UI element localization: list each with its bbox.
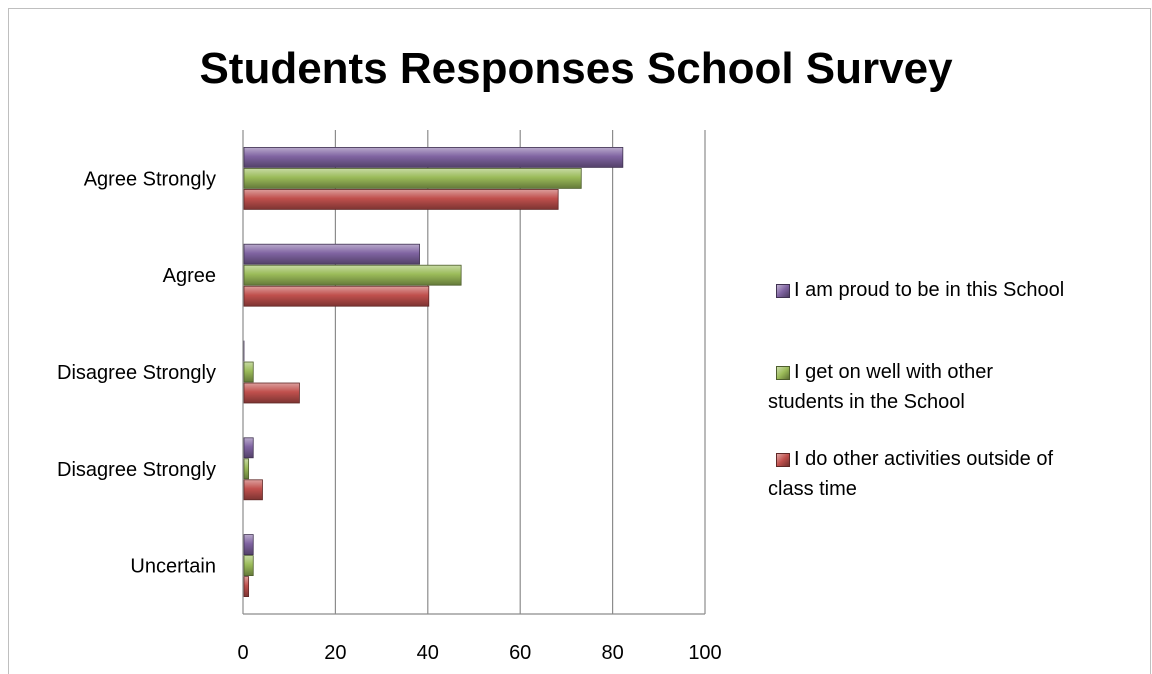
chart-frame	[8, 8, 1151, 674]
bar	[243, 361, 254, 383]
x-tick-label: 0	[237, 642, 248, 664]
legend-label-line: class time	[768, 478, 857, 500]
bar	[243, 555, 254, 576]
x-tick-label: 40	[417, 642, 439, 664]
x-tick-label: 20	[324, 642, 346, 664]
legend-label-line: I do other activities outside of	[794, 448, 1054, 470]
y-tick-label: Uncertain	[130, 556, 216, 578]
bar	[243, 437, 254, 459]
legend-label: I am proud to be in this School	[794, 279, 1065, 301]
legend-label-line: students in the School	[768, 391, 965, 413]
legend-swatch	[776, 453, 790, 467]
bar	[243, 167, 582, 189]
bar	[243, 146, 624, 168]
bar	[243, 264, 462, 286]
bar	[243, 243, 420, 265]
legend-swatch	[776, 284, 790, 298]
bar	[243, 382, 300, 404]
legend-label-line: I get on well with other	[794, 361, 993, 383]
bar	[243, 479, 263, 501]
y-tick-label: Disagree Strongly	[57, 362, 216, 384]
y-tick-label: Disagree Strongly	[57, 459, 216, 481]
bar	[243, 576, 250, 597]
y-tick-label: Agree Strongly	[84, 168, 216, 190]
bar	[243, 458, 250, 480]
legend-label: I do other activities outside of class ti…	[768, 444, 1134, 504]
y-tick-label: Agree	[163, 265, 216, 287]
chart-title: Students Responses School Survey	[199, 44, 953, 93]
x-tick-label: 60	[509, 642, 531, 664]
legend-label: I get on well with other students in the …	[768, 357, 1134, 417]
x-tick-label: 100	[688, 642, 721, 664]
bar	[243, 534, 254, 555]
bar	[243, 285, 430, 307]
legend-swatch	[776, 366, 790, 380]
x-tick-label: 80	[601, 642, 623, 664]
bar	[243, 188, 559, 210]
